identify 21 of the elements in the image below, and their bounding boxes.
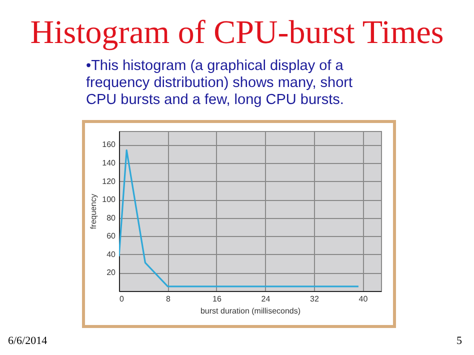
y-tick-label: 20 — [106, 268, 116, 278]
x-tick-label: 0 — [120, 294, 124, 304]
chart-title: Histogram of CPU-burst Times — [29, 14, 445, 52]
x-tick-label: 16 — [212, 294, 222, 304]
text: 6/6/2014 — [8, 335, 48, 347]
y-tick-label: 40 — [106, 250, 116, 259]
y-tick-label: 100 — [102, 195, 116, 204]
y-tick-label: 80 — [106, 213, 116, 222]
y-axis-title: frequency — [89, 194, 98, 230]
x-tick-label: 8 — [166, 294, 172, 304]
line-series — [119, 149, 360, 288]
chart-subtitle: •This histogram (a graphical display of a frequency distribution) shows many, short CPU bursts and a few, long CPU bursts. — [86, 58, 354, 109]
x-tick-label: 40 — [358, 294, 368, 304]
y-tick-label: 160 — [102, 140, 116, 150]
x-tick-label: 32 — [310, 294, 320, 304]
x-axis-title: burst duration (milliseconds) — [200, 306, 301, 316]
x-tick-label: 24 — [261, 294, 271, 304]
y-tick-label: 60 — [106, 232, 116, 241]
text: 5 — [456, 335, 462, 347]
y-tick-label: 120 — [102, 176, 116, 186]
y-tick-label: 140 — [102, 158, 116, 168]
